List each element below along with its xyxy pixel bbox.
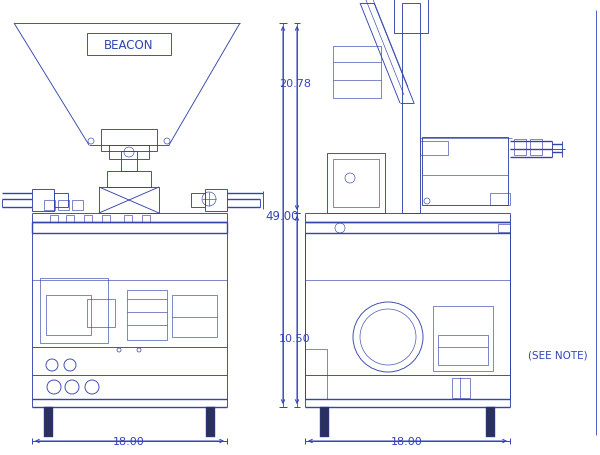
Text: 18.00: 18.00 bbox=[391, 436, 423, 446]
Bar bbox=[420, 142, 448, 156]
Text: BEACON: BEACON bbox=[104, 38, 154, 51]
Bar bbox=[84, 216, 92, 222]
Bar bbox=[127, 290, 167, 340]
Bar bbox=[87, 34, 171, 56]
Bar bbox=[40, 278, 108, 343]
Bar bbox=[530, 140, 542, 156]
Bar bbox=[422, 138, 508, 206]
Bar bbox=[490, 193, 510, 206]
Bar bbox=[66, 216, 74, 222]
Bar bbox=[402, 4, 420, 213]
Bar bbox=[87, 299, 115, 327]
Bar bbox=[99, 187, 159, 213]
Bar bbox=[514, 140, 526, 156]
Bar bbox=[44, 407, 53, 437]
Bar bbox=[333, 160, 379, 207]
Bar bbox=[101, 130, 157, 152]
Text: (SEE NOTE): (SEE NOTE) bbox=[528, 350, 587, 360]
Bar bbox=[50, 216, 58, 222]
Bar bbox=[206, 407, 215, 437]
Bar bbox=[305, 349, 327, 399]
Bar bbox=[142, 216, 150, 222]
Bar bbox=[109, 146, 149, 160]
Bar bbox=[498, 224, 510, 233]
Bar bbox=[394, 0, 428, 34]
Bar bbox=[172, 295, 217, 337]
Text: 49.00: 49.00 bbox=[265, 209, 299, 222]
Bar bbox=[54, 193, 68, 207]
Bar bbox=[433, 306, 493, 371]
Bar bbox=[46, 295, 91, 335]
Bar bbox=[58, 201, 69, 211]
Bar bbox=[333, 47, 381, 99]
Bar bbox=[124, 216, 132, 222]
Bar bbox=[327, 154, 385, 213]
Bar bbox=[305, 233, 510, 399]
Bar bbox=[32, 233, 227, 399]
Bar bbox=[205, 190, 227, 212]
Text: 10.50: 10.50 bbox=[279, 333, 311, 343]
Bar bbox=[72, 201, 83, 211]
Bar bbox=[191, 193, 205, 207]
Text: 20.78: 20.78 bbox=[279, 79, 311, 89]
Bar bbox=[452, 378, 470, 398]
Bar bbox=[107, 172, 151, 187]
Bar bbox=[44, 201, 55, 211]
Bar bbox=[320, 407, 329, 437]
Bar bbox=[438, 335, 488, 365]
Bar bbox=[102, 216, 110, 222]
Bar bbox=[486, 407, 495, 437]
Bar bbox=[32, 190, 54, 212]
Text: 18.00: 18.00 bbox=[113, 436, 145, 446]
Bar bbox=[121, 152, 137, 172]
